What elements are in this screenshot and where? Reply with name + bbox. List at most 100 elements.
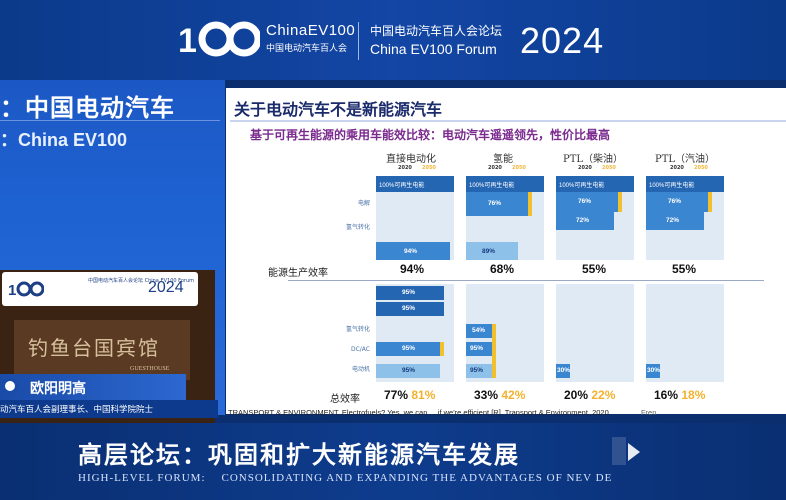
bar-2050-edge — [440, 342, 444, 356]
bar-value: 76% — [578, 198, 592, 205]
section-divider — [288, 280, 764, 281]
slide: 关于电动汽车不是新能源汽车 基于可再生能源的乘用车能效比较：电动汽车遥遥领先，性… — [226, 88, 786, 417]
bar-value: 94% — [404, 248, 418, 255]
bar-segment — [646, 176, 724, 192]
total-efficiency-label: 总效率 — [330, 394, 360, 405]
podium-logo-icon: 1 — [8, 281, 44, 299]
production-efficiency-value: 55% — [672, 262, 697, 276]
year-label: 2020 — [488, 165, 502, 171]
bar-column: 100%可再生电能 94% — [376, 176, 454, 260]
slide-source-text: TRANSPORT & ENVIRONMENT. Electrofuels? Y… — [228, 408, 611, 417]
total-efficiency-2050: 42% — [501, 388, 526, 402]
bar-segment-label: 100%可再生电能 — [559, 183, 605, 189]
year-label: 2050 — [694, 165, 708, 171]
svg-text:1: 1 — [8, 282, 16, 299]
podium-card-text: 中国电动汽车百人会论坛 China EV100 Forum — [88, 278, 195, 284]
bar-segment — [466, 192, 528, 216]
header-logo-cn: 中国电动汽车百人会 — [266, 44, 348, 54]
left-panel: ：中国电动汽车 ：China EV100 1 中国电动汽车百人会论坛 China… — [0, 80, 225, 425]
bar-segment-label: 100%可再生电能 — [649, 183, 695, 189]
bar-segment — [556, 212, 614, 230]
footer-subtitle-left: HIGH-LEVEL FORUM: — [78, 472, 206, 484]
bar-value: 95% — [402, 367, 416, 374]
bar-column: 100%可再生电能 76% 72% — [556, 176, 634, 260]
left-title-en: ：China EV100 — [0, 130, 128, 150]
bar-segment — [376, 242, 450, 260]
bar-column: 30% — [556, 284, 634, 382]
bar-segment — [646, 364, 660, 378]
column-header: PTL（柴油） — [562, 154, 624, 165]
total-efficiency-2020: 16% — [654, 388, 679, 402]
year-label: 2050 — [422, 165, 436, 171]
year-label: 2020 — [670, 165, 684, 171]
row-label: 电动机 — [351, 366, 370, 373]
footer-subtitle-right: CONSOLIDATING AND EXPANDING THE ADVANTAG… — [221, 472, 613, 484]
bar-segment — [466, 342, 492, 356]
bar-2050-edge — [528, 192, 532, 216]
bar-segment — [376, 176, 454, 192]
header-logo-en: ChinaEV100 — [266, 22, 356, 39]
podium-plaque-sub: GUESTHOUSE — [130, 366, 170, 372]
header-logo-text: ChinaEV100 中国电动汽车百人会 — [266, 22, 355, 54]
top-banner: 1 ChinaEV100 中国电动汽车百人会 中国电动汽车百人会论坛 China… — [0, 0, 786, 80]
bar-segment — [556, 176, 634, 192]
bar-value: 95% — [470, 367, 484, 374]
row-label: 氢气转化 — [345, 224, 370, 231]
speaker-name: 欧阳明高 — [30, 381, 86, 397]
bar-segment — [646, 212, 704, 230]
header-forum-cn: 中国电动汽车百人会论坛 — [370, 24, 503, 38]
slide-title-underline — [230, 120, 786, 122]
podium-card: 1 中国电动汽车百人会论坛 China EV100 Forum 2024 — [2, 272, 198, 306]
bar-value: 72% — [576, 217, 590, 224]
bar-2050-edge — [618, 192, 622, 212]
speaker-title: 动汽车百人会副理事长、中国科学院院士 — [0, 405, 154, 415]
production-efficiency-value: 55% — [582, 262, 607, 276]
total-efficiency-2050: 81% — [411, 388, 436, 402]
bar-segment — [466, 364, 492, 378]
total-efficiency-value: 20% 22% — [564, 388, 615, 402]
bar-value: 95% — [470, 345, 484, 352]
bar-value: 95% — [402, 345, 416, 352]
slide-source: TRANSPORT & ENVIRONMENT. Electrofuels? Y… — [228, 408, 784, 417]
bar-segment-label: 100%可再生电能 — [469, 183, 515, 189]
bar-segment — [376, 302, 444, 316]
bar-value: 30% — [647, 367, 661, 374]
row-label: 电解 — [357, 200, 370, 207]
ev100-logo-icon: 1 — [178, 21, 260, 60]
row-label: DC/AC — [350, 346, 370, 353]
bar-value: 95% — [402, 289, 416, 296]
bar-value: 72% — [666, 217, 680, 224]
bar-2050-edge — [708, 192, 712, 212]
year-label: 2050 — [512, 165, 526, 171]
bar-segment — [646, 192, 708, 212]
bar-value: 30% — [557, 367, 571, 374]
year-label: 2020 — [398, 165, 412, 171]
bar-2050-edge — [492, 324, 496, 378]
column-header: 氢能 — [493, 154, 513, 165]
podium-plaque-text: 钓鱼台国宾馆 — [28, 336, 160, 360]
bar-column: 30% — [646, 284, 724, 382]
column-header: 直接电动化 — [386, 154, 436, 165]
bar-value: 76% — [668, 198, 682, 205]
bar-segment-label: 100%可再生电能 — [379, 183, 425, 189]
bar-value: 95% — [402, 305, 416, 312]
svg-text:1: 1 — [178, 22, 197, 60]
total-efficiency-2020: 33% — [474, 388, 499, 402]
slide-title: 关于电动汽车不是新能源汽车 — [234, 100, 443, 119]
total-efficiency-2020: 20% — [564, 388, 589, 402]
production-efficiency-label: 能源生产效率 — [268, 268, 328, 279]
bar-column: 95% 95% 95% 95% — [376, 284, 454, 382]
bar-segment — [556, 364, 570, 378]
bottom-banner: 高层论坛：巩固和扩大新能源汽车发展 HIGH-LEVEL FORUM: CONSO… — [0, 423, 786, 500]
scroll-fade — [612, 437, 626, 465]
bar-segment — [376, 342, 440, 356]
bar-segment — [376, 364, 440, 378]
total-efficiency-2050: 22% — [591, 388, 616, 402]
bar-segment — [466, 176, 544, 192]
bar-column: 100%可再生电能 76% 89% — [466, 176, 544, 260]
total-efficiency-value: 33% 42% — [474, 388, 525, 402]
bar-segment — [556, 192, 618, 212]
row-label: 氢气转化 — [345, 326, 370, 333]
name-bullet-icon — [2, 378, 18, 394]
bar-segment — [466, 242, 518, 260]
